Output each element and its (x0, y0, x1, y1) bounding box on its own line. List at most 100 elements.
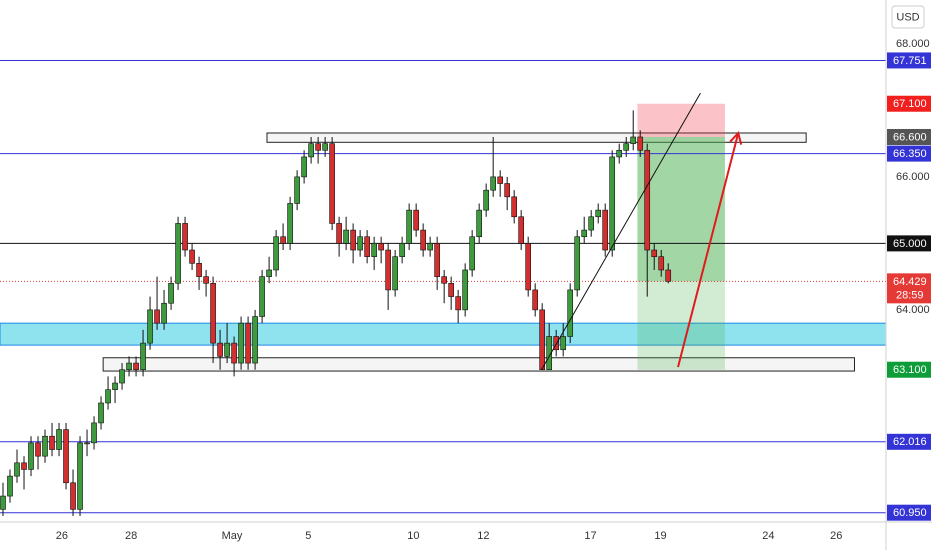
candle-body (259, 276, 265, 317)
price-tag (887, 235, 931, 252)
candle-body (413, 209, 419, 231)
candle-body (84, 442, 90, 445)
candle-body (266, 269, 272, 277)
zone (0, 322, 887, 346)
position-stop (637, 103, 725, 137)
candle-body (63, 429, 69, 484)
candle-body (546, 336, 553, 371)
candle-body (315, 143, 321, 151)
price-tag (887, 128, 931, 145)
candle-body (301, 156, 307, 178)
candle-body (553, 336, 560, 351)
candle-body (630, 136, 637, 144)
price-tag (887, 361, 931, 378)
candle-body (651, 249, 658, 257)
candle-body (497, 176, 503, 184)
candle-body (98, 402, 104, 424)
candle-body (504, 183, 510, 198)
zone (102, 357, 855, 372)
candle-body (518, 216, 525, 244)
candle-body (196, 263, 202, 277)
candle-body (588, 216, 595, 231)
candle-body (7, 475, 13, 497)
candle-body (637, 136, 644, 151)
y-tick-label: 68.000 (896, 38, 930, 50)
candle-body (483, 189, 489, 211)
candle-body (0, 495, 6, 510)
candle-body (476, 209, 482, 238)
candle-body (231, 342, 237, 364)
candle-body (56, 429, 62, 450)
candle-body (77, 442, 83, 510)
zone (266, 132, 807, 143)
price-tag-label: 62.016 (893, 436, 927, 448)
candle-body (343, 229, 349, 244)
candle-body (511, 196, 517, 218)
x-tick-label: 26 (830, 530, 842, 542)
currency-box[interactable] (891, 5, 925, 29)
candle-body (574, 236, 581, 291)
price-tag-label: 67.751 (893, 55, 927, 67)
price-tag-label: 63.100 (893, 364, 927, 376)
candle-body (399, 243, 405, 257)
candle-body (147, 309, 153, 344)
candle-body (623, 143, 630, 151)
candle-body (70, 482, 76, 510)
position-progress (637, 136, 725, 282)
price-tag-label: 67.100 (893, 98, 927, 110)
x-tick-label: 5 (305, 530, 311, 542)
price-tag (887, 145, 931, 162)
price-tag-label: 60.950 (893, 507, 927, 519)
currency: USD (896, 11, 919, 23)
candle-body (595, 209, 602, 218)
candle-body (392, 256, 398, 291)
candle-body (28, 442, 34, 470)
candle-body (161, 302, 167, 324)
candle-body (644, 149, 651, 251)
candle-body (434, 243, 440, 277)
x-tick-label: May (222, 530, 243, 542)
x-tick-label: 24 (762, 530, 774, 542)
candle-body (42, 435, 48, 457)
price-tag-label: 64.429 (893, 276, 927, 288)
candle-body (539, 309, 546, 371)
candle-body (287, 203, 293, 244)
candle-body (469, 236, 475, 271)
x-tick-label: 10 (407, 530, 419, 542)
candle-body (168, 282, 174, 304)
y-tick-label: 66.000 (896, 171, 930, 183)
candle-body (182, 223, 188, 251)
plot-area (0, 59, 887, 517)
y-tick-label: 64.000 (896, 304, 930, 316)
candle-body (462, 269, 468, 311)
candle-body (280, 236, 286, 244)
candle-body (581, 229, 588, 238)
price-tag-label: 66.350 (893, 148, 927, 160)
candle-body (252, 316, 258, 364)
candle-body (658, 256, 665, 271)
candle-body (14, 462, 20, 477)
candle-body (665, 269, 672, 282)
x-tick-label: 26 (56, 530, 68, 542)
candle-body (112, 382, 118, 390)
candle-body (385, 249, 391, 291)
candle-body (602, 209, 609, 251)
candle-body (357, 236, 363, 251)
candle-body (560, 336, 567, 351)
price-tag-label: 65.000 (893, 238, 927, 250)
candle-body (350, 229, 356, 251)
candle-body (441, 276, 447, 284)
price-tag (887, 95, 931, 112)
candle-body (238, 322, 244, 364)
candle-body (91, 422, 97, 444)
x-tick-label: 28 (125, 530, 137, 542)
candle-body (371, 243, 377, 257)
candle-body (21, 462, 27, 470)
candle-body (406, 209, 412, 244)
candle-body (448, 282, 454, 297)
candle-body (119, 369, 125, 384)
candle-body (378, 243, 384, 251)
trend-line (541, 92, 701, 370)
